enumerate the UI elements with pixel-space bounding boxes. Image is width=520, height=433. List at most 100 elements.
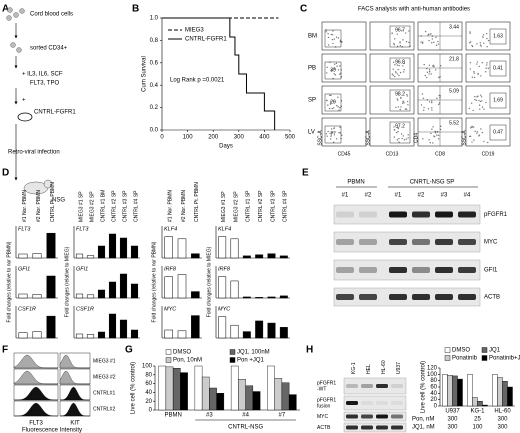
mouse-icon	[43, 179, 53, 189]
y-tick-label: 20	[430, 397, 437, 403]
gate-value: 0.41	[493, 65, 503, 71]
lane-label: #1	[342, 193, 349, 199]
facs-dot	[480, 96, 483, 98]
x-axis-label: CD19	[482, 151, 495, 157]
facs-dot	[421, 93, 424, 95]
gate-value: 97.2	[395, 123, 405, 129]
column-header: CNTRL #2 SP	[258, 190, 264, 222]
y-axis-label: Live cell (% control)	[421, 361, 427, 413]
facs-dot	[396, 139, 399, 141]
blot-band	[336, 211, 354, 218]
facs-dot	[430, 33, 432, 35]
blot-band	[336, 267, 354, 273]
facs-dot	[427, 34, 429, 36]
blot-band	[391, 401, 403, 405]
y-axis-label: SSC-A	[461, 130, 467, 146]
y-tick-label: 0	[149, 408, 153, 414]
facs-dot	[478, 99, 480, 102]
facs-dot	[478, 65, 480, 68]
histogram	[13, 386, 59, 401]
legend-swatch	[165, 349, 172, 355]
facs-dot	[420, 41, 422, 43]
gate	[389, 89, 411, 112]
column-header: #1 Nor. PBMN	[22, 190, 28, 222]
bar	[191, 315, 200, 339]
blot-band	[376, 384, 388, 388]
facs-dot	[328, 107, 331, 110]
x-tick-label: #3	[206, 413, 213, 419]
facs-dot	[431, 109, 433, 111]
facs-dot	[402, 65, 404, 67]
legend-swatch	[444, 355, 451, 361]
facs-dot	[331, 38, 334, 41]
facs-dot	[473, 139, 475, 141]
facs-dot	[476, 63, 478, 65]
blot-band	[336, 294, 354, 300]
x-tick-label: 0	[160, 135, 164, 141]
row-label: pFGFR1	[484, 212, 508, 218]
gate	[324, 93, 342, 112]
legend-swatch	[444, 347, 451, 353]
facs-dot	[469, 61, 472, 64]
facs-dot	[436, 97, 438, 99]
column-header: CNTRL Pt. PBMN	[194, 182, 200, 222]
column-header: CNTRL Pt. PBMN	[50, 182, 56, 222]
group-label: CNTRL-NSG	[228, 425, 263, 431]
gene-label: GFI1	[76, 266, 88, 272]
facs-dot	[468, 42, 471, 44]
facs-dot	[470, 127, 472, 129]
facs-dot	[396, 73, 399, 75]
facs-dot	[335, 138, 338, 140]
facs-dot	[422, 138, 424, 140]
facs-dot	[406, 95, 409, 97]
blot-band	[391, 425, 403, 430]
bar	[46, 315, 56, 339]
facs-dot	[399, 44, 402, 47]
facs-dot	[332, 30, 334, 32]
legend-label: DMSO	[452, 348, 470, 354]
legend-swatch	[481, 347, 488, 353]
gate-value: 3.44	[449, 24, 459, 30]
y-tick-label: 40	[430, 391, 437, 397]
facs-dot	[475, 99, 478, 102]
row-label: MYC	[484, 240, 498, 246]
bar	[477, 401, 483, 407]
facs-dot	[469, 41, 472, 43]
facs-dot	[403, 69, 405, 71]
blot-band	[376, 425, 388, 430]
facs-dot	[430, 132, 432, 135]
facs-dot	[405, 108, 408, 110]
facs-dot	[478, 135, 480, 137]
lane-label: #4	[464, 193, 471, 199]
gate-value: 21.8	[449, 56, 459, 62]
facs-dot	[483, 140, 485, 143]
row-label: pFGFR1	[317, 397, 336, 403]
facs-dot	[326, 72, 328, 74]
facs-dot	[339, 126, 341, 128]
blot-strip	[343, 422, 407, 433]
bar	[279, 255, 288, 259]
row-value: 300	[447, 425, 458, 431]
bar	[177, 274, 187, 299]
cell-icon	[7, 7, 13, 13]
facs-dot	[402, 39, 404, 41]
facs-dot	[428, 101, 431, 103]
blot-band	[435, 294, 453, 300]
bar	[255, 254, 264, 259]
facs-dot	[481, 100, 483, 102]
legend-swatch	[229, 357, 236, 363]
legend-swatch	[481, 355, 488, 361]
gate	[324, 61, 342, 80]
bar	[230, 324, 239, 339]
facs-dot	[420, 104, 423, 106]
facs-dot	[486, 37, 488, 40]
facs-dot	[473, 72, 475, 74]
histogram	[59, 386, 91, 401]
row-label: MYC	[317, 414, 329, 420]
facs-dot	[426, 71, 429, 73]
facs-dot	[399, 42, 401, 44]
bar	[230, 280, 239, 299]
bar	[119, 273, 128, 299]
y-tick-label: 100	[427, 372, 438, 378]
